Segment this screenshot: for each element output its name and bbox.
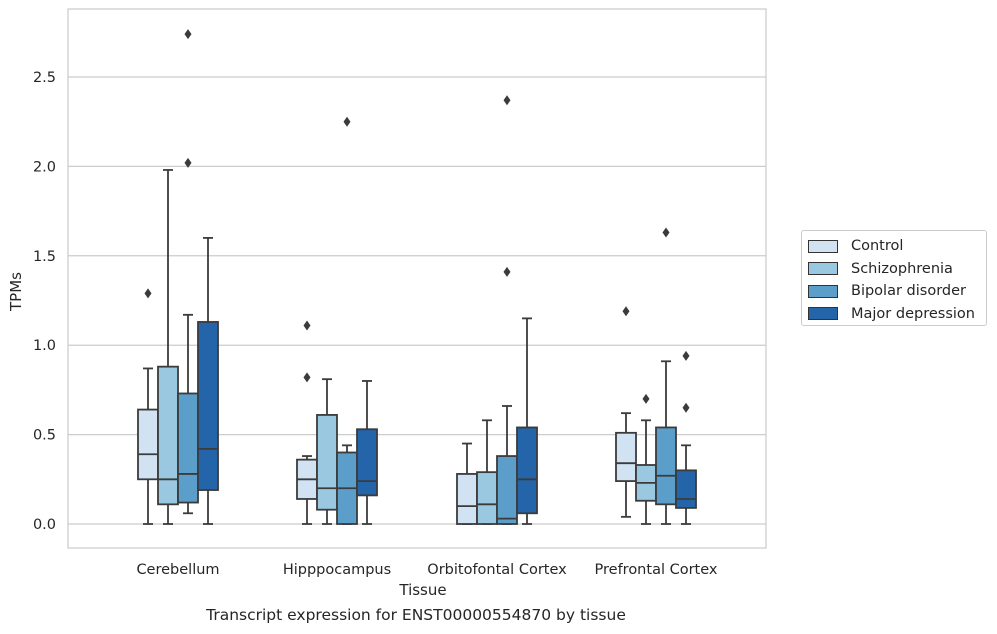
box-bipolar-disorder [496, 95, 518, 525]
iqr-box [177, 392, 199, 504]
legend-swatch [808, 307, 838, 321]
y-tick-labels: 0.0 0.5 1.0 1.5 2.0 2.5 [33, 70, 56, 533]
x-tick-label: Hipppocampus [283, 562, 391, 578]
iqr-box [197, 321, 219, 491]
box-schizophrenia [635, 393, 657, 525]
outlier-point [343, 116, 351, 127]
box-control [137, 288, 159, 525]
y-axis-label: TPMs [7, 272, 25, 312]
box-control [296, 320, 318, 525]
legend-label: Schizophrenia [851, 260, 953, 277]
iqr-box [516, 426, 538, 515]
outlier-point [303, 320, 311, 331]
iqr-box [615, 431, 637, 482]
iqr-box [356, 428, 378, 497]
outlier-point [642, 393, 650, 404]
iqr-box [496, 455, 518, 525]
outlier-point [503, 266, 511, 277]
legend-label: Bipolar disorder [851, 283, 966, 300]
box-bipolar-disorder [336, 116, 358, 525]
outlier-point [503, 95, 511, 106]
y-tick-label: 0.0 [33, 517, 56, 533]
y-tick-label: 2.5 [33, 70, 56, 86]
figure-caption: Transcript expression for ENST0000055487… [206, 606, 626, 624]
legend-label: Control [851, 238, 904, 255]
x-tick-labels: Cerebellum Hipppocampus Orbitofontal Corte… [136, 562, 717, 578]
y-tick-label: 1.5 [33, 249, 56, 265]
outlier-point [622, 306, 630, 317]
legend-item: Bipolar disorder [808, 280, 986, 303]
iqr-box [316, 414, 338, 511]
box-control [456, 442, 478, 525]
outlier-point [303, 372, 311, 383]
legend: Control Schizophrenia Bipolar disorder Majo… [801, 230, 987, 326]
outlier-point [144, 288, 152, 299]
box-schizophrenia [476, 419, 498, 525]
legend-swatch [808, 239, 838, 253]
outlier-point [184, 157, 192, 168]
x-tick-label: Prefrontal Cortex [595, 562, 718, 578]
x-tick-label: Cerebellum [136, 562, 219, 578]
box-major-depression [356, 380, 378, 525]
plot-frame [67, 8, 767, 549]
box-control [615, 306, 637, 518]
legend-swatch [808, 262, 838, 276]
box-groups [137, 29, 697, 525]
box-schizophrenia [157, 169, 179, 525]
iqr-box [675, 469, 697, 509]
x-axis-label: Tissue [398, 581, 446, 599]
box-schizophrenia [316, 378, 338, 525]
y-tick-label: 2.0 [33, 159, 56, 175]
outlier-point [682, 350, 690, 361]
box-bipolar-disorder [655, 227, 677, 525]
iqr-box [476, 471, 498, 525]
iqr-box [655, 426, 677, 506]
outlier-point [184, 29, 192, 40]
box-major-depression [675, 350, 697, 525]
legend-item: Schizophrenia [808, 258, 986, 281]
y-tick-label: 0.5 [33, 428, 56, 444]
legend-item: Major depression [808, 303, 986, 326]
box-bipolar-disorder [177, 29, 199, 515]
outlier-point [662, 227, 670, 238]
iqr-box [137, 408, 159, 481]
legend-label: Major depression [851, 305, 975, 322]
outlier-point [682, 402, 690, 413]
box-major-depression [197, 237, 219, 525]
y-tick-label: 1.0 [33, 338, 56, 354]
legend-item: Control [808, 235, 986, 258]
iqr-box [456, 473, 478, 525]
box-major-depression [516, 317, 538, 525]
iqr-box [157, 365, 179, 506]
legend-swatch [808, 284, 838, 298]
x-tick-label: Orbitofontal Cortex [427, 562, 567, 578]
